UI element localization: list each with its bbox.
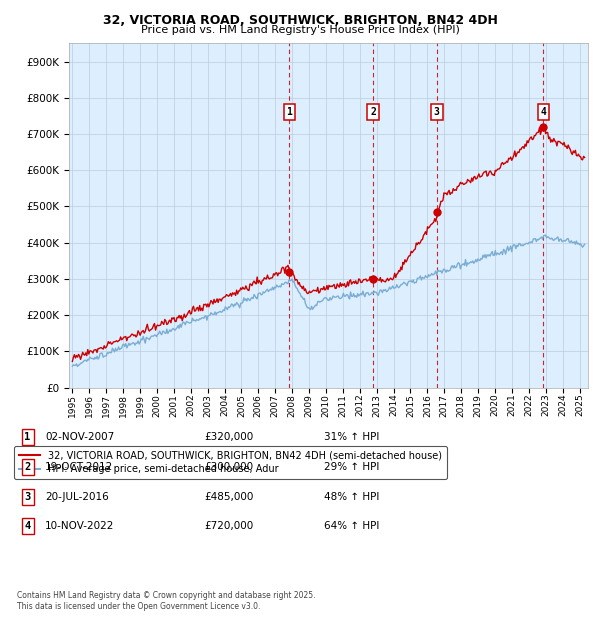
Text: 02-NOV-2007: 02-NOV-2007 xyxy=(45,432,114,442)
Text: 1: 1 xyxy=(287,107,292,117)
Legend: 32, VICTORIA ROAD, SOUTHWICK, BRIGHTON, BN42 4DH (semi-detached house), HPI: Ave: 32, VICTORIA ROAD, SOUTHWICK, BRIGHTON, … xyxy=(14,446,447,479)
Text: 31% ↑ HPI: 31% ↑ HPI xyxy=(324,432,379,442)
Text: £320,000: £320,000 xyxy=(204,432,253,442)
Text: £485,000: £485,000 xyxy=(204,492,253,502)
Text: 20-JUL-2016: 20-JUL-2016 xyxy=(45,492,109,502)
Text: This data is licensed under the Open Government Licence v3.0.: This data is licensed under the Open Gov… xyxy=(17,601,260,611)
Text: 2: 2 xyxy=(370,107,376,117)
Text: 29% ↑ HPI: 29% ↑ HPI xyxy=(324,462,379,472)
Text: £300,000: £300,000 xyxy=(204,462,253,472)
Text: £720,000: £720,000 xyxy=(204,521,253,531)
Text: 19-OCT-2012: 19-OCT-2012 xyxy=(45,462,113,472)
Text: 64% ↑ HPI: 64% ↑ HPI xyxy=(324,521,379,531)
Text: 1: 1 xyxy=(25,432,31,442)
Text: 4: 4 xyxy=(25,521,31,531)
Text: 2: 2 xyxy=(25,462,31,472)
Text: 3: 3 xyxy=(434,107,440,117)
Text: 4: 4 xyxy=(541,107,547,117)
Text: 10-NOV-2022: 10-NOV-2022 xyxy=(45,521,115,531)
Text: 3: 3 xyxy=(25,492,31,502)
Text: Price paid vs. HM Land Registry's House Price Index (HPI): Price paid vs. HM Land Registry's House … xyxy=(140,25,460,35)
Text: Contains HM Land Registry data © Crown copyright and database right 2025.: Contains HM Land Registry data © Crown c… xyxy=(17,590,316,600)
Text: 48% ↑ HPI: 48% ↑ HPI xyxy=(324,492,379,502)
Text: 32, VICTORIA ROAD, SOUTHWICK, BRIGHTON, BN42 4DH: 32, VICTORIA ROAD, SOUTHWICK, BRIGHTON, … xyxy=(103,14,497,27)
